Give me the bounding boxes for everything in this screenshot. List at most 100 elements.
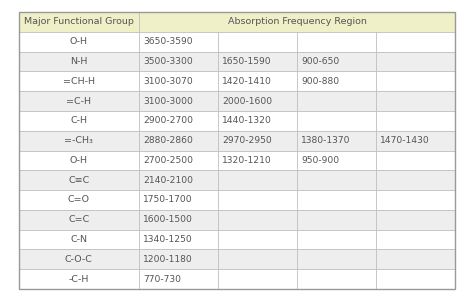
Bar (297, 170, 376, 190)
Text: C-H: C-H (71, 116, 87, 125)
Bar (297, 150, 376, 170)
Text: 3500-3300: 3500-3300 (143, 57, 193, 66)
Bar (297, 190, 376, 210)
Bar (297, 210, 376, 230)
Text: 3100-3000: 3100-3000 (143, 97, 193, 106)
Bar (19, 91, 139, 111)
Text: 1380-1370: 1380-1370 (301, 136, 350, 145)
Text: 2700-2500: 2700-2500 (143, 156, 193, 165)
Bar (376, 250, 455, 269)
Bar (19, 269, 139, 289)
Bar (297, 131, 376, 150)
Bar (139, 210, 218, 230)
Text: C=O: C=O (68, 195, 90, 204)
Text: 1200-1180: 1200-1180 (143, 255, 193, 264)
Text: =-CH₃: =-CH₃ (64, 136, 93, 145)
Text: 1320-1210: 1320-1210 (222, 156, 272, 165)
Text: 1420-1410: 1420-1410 (222, 77, 272, 86)
Text: C-N: C-N (71, 235, 87, 244)
Bar (19, 12, 139, 32)
Bar (139, 150, 218, 170)
Bar (139, 51, 218, 71)
Bar (376, 190, 455, 210)
Bar (297, 250, 376, 269)
Bar (218, 210, 297, 230)
Bar (376, 131, 455, 150)
Bar (297, 91, 376, 111)
Text: =CH-H: =CH-H (63, 77, 95, 86)
Bar (139, 91, 218, 111)
Bar (376, 32, 455, 51)
Bar (19, 131, 139, 150)
Bar (376, 210, 455, 230)
Bar (19, 230, 139, 250)
Bar (376, 230, 455, 250)
Text: 950-900: 950-900 (301, 156, 339, 165)
Bar (297, 51, 376, 71)
Text: 3100-3070: 3100-3070 (143, 77, 193, 86)
Text: 3650-3590: 3650-3590 (143, 37, 193, 46)
Bar (139, 111, 218, 131)
Bar (297, 32, 376, 51)
Text: 770-730: 770-730 (143, 275, 181, 284)
Bar (139, 12, 455, 32)
Bar (218, 150, 297, 170)
Text: 1470-1430: 1470-1430 (380, 136, 430, 145)
Bar (19, 71, 139, 91)
Text: Major Functional Group: Major Functional Group (24, 17, 134, 26)
Bar (139, 269, 218, 289)
Bar (376, 111, 455, 131)
Bar (139, 230, 218, 250)
Bar (218, 131, 297, 150)
Bar (19, 32, 139, 51)
Text: 900-650: 900-650 (301, 57, 339, 66)
Bar (218, 250, 297, 269)
Text: C≡C: C≡C (68, 176, 90, 185)
Bar (19, 111, 139, 131)
Text: 2900-2700: 2900-2700 (143, 116, 193, 125)
Text: C-O-C: C-O-C (65, 255, 93, 264)
Text: O-H: O-H (70, 37, 88, 46)
Text: 1600-1500: 1600-1500 (143, 215, 193, 224)
Bar (139, 32, 218, 51)
Bar (139, 190, 218, 210)
Text: -C-H: -C-H (69, 275, 89, 284)
Text: =C-H: =C-H (66, 97, 91, 106)
Bar (376, 150, 455, 170)
Text: 2970-2950: 2970-2950 (222, 136, 272, 145)
Bar (218, 51, 297, 71)
Bar (218, 230, 297, 250)
Text: Absorption Frequency Region: Absorption Frequency Region (228, 17, 366, 26)
Text: 1340-1250: 1340-1250 (143, 235, 193, 244)
Bar (19, 51, 139, 71)
Text: 2140-2100: 2140-2100 (143, 176, 193, 185)
Bar (376, 51, 455, 71)
Bar (218, 269, 297, 289)
Bar (139, 250, 218, 269)
Bar (139, 170, 218, 190)
Text: C=C: C=C (68, 215, 90, 224)
Bar (218, 190, 297, 210)
Bar (376, 71, 455, 91)
Text: 1650-1590: 1650-1590 (222, 57, 272, 66)
Bar (297, 230, 376, 250)
Bar (19, 170, 139, 190)
Bar (376, 269, 455, 289)
Bar (297, 111, 376, 131)
Bar (19, 250, 139, 269)
Text: 1440-1320: 1440-1320 (222, 116, 272, 125)
Bar (218, 71, 297, 91)
Text: 2880-2860: 2880-2860 (143, 136, 193, 145)
Bar (19, 210, 139, 230)
Bar (139, 131, 218, 150)
Bar (218, 111, 297, 131)
Bar (218, 91, 297, 111)
Text: 1750-1700: 1750-1700 (143, 195, 193, 204)
Bar (297, 269, 376, 289)
Bar (139, 71, 218, 91)
Text: N-H: N-H (70, 57, 88, 66)
Text: O-H: O-H (70, 156, 88, 165)
Bar (297, 71, 376, 91)
Bar (218, 170, 297, 190)
Bar (376, 170, 455, 190)
